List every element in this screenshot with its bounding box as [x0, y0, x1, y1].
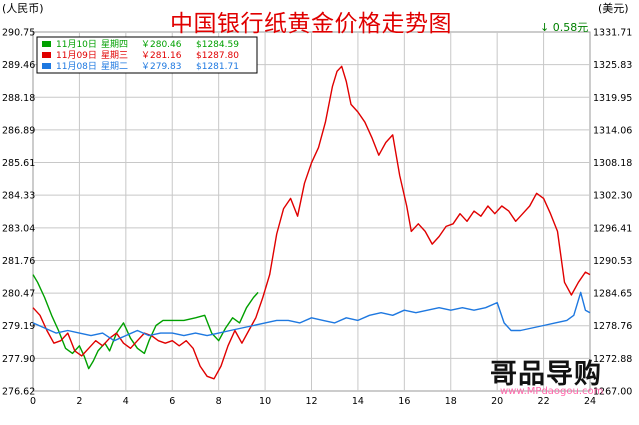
x-tick-label: 4: [123, 396, 129, 407]
chart-title: 中国银行纸黄金价格走势图: [170, 11, 452, 37]
y-tick-label-left: 276.62: [2, 387, 35, 398]
x-tick-label: 14: [352, 396, 364, 407]
y-tick-label-left: 277.90: [2, 354, 35, 365]
y-tick-label-left: 283.04: [2, 223, 35, 234]
legend: 11月10日 星期四 ￥280.46 $1284.59 11月09日 星期三 ￥281.16…: [36, 36, 258, 74]
legend-date: 11月08日: [56, 61, 97, 72]
watermark-brand: 哥品导购: [490, 359, 602, 390]
y-tick-label-left: 284.33: [2, 191, 35, 202]
y-tick-label-left: 290.75: [2, 28, 35, 39]
legend-swatch-2: [42, 52, 51, 58]
legend-box: [36, 36, 258, 74]
y-tick-label-right: 1267.00: [593, 387, 632, 398]
legend-usd: $1287.80: [196, 51, 239, 61]
series-line-1: [32, 274, 259, 370]
y-tick-label-right: 1290.53: [593, 256, 632, 267]
x-tick-label: 2: [76, 396, 82, 407]
legend-weekday: 星期四: [101, 39, 128, 50]
x-tick-label: 0: [30, 396, 36, 407]
legend-cny: ￥281.16: [141, 51, 182, 61]
y-tick-label-left: 280.47: [2, 289, 35, 300]
series-line-2: [32, 65, 591, 380]
price-change-value: 0.58元: [552, 21, 589, 34]
x-tick-label: 22: [538, 396, 550, 407]
x-tick-label: 20: [491, 396, 503, 407]
y-tick-label-right: 1331.71: [593, 28, 632, 39]
series-lines: [32, 65, 591, 380]
watermark-logo: 哥品导购 www.MPdaogou.com: [490, 352, 630, 404]
legend-date: 11月09日: [56, 50, 97, 61]
y-tick-label-left: 288.18: [2, 93, 35, 104]
y-axis-right: 1331.71 1325.83 1319.95 1314.06 1308.18 1302.…: [593, 28, 632, 398]
y-tick-label-right: 1308.18: [593, 158, 632, 169]
grid-lines: [33, 32, 590, 391]
y-tick-label-right: 1296.41: [593, 223, 632, 234]
legend-cny: ￥280.46: [141, 40, 182, 50]
y-tick-label-right: 1278.76: [593, 321, 632, 332]
y-tick-label-right: 1302.30: [593, 191, 632, 202]
x-axis: 0 2 4 6 8 10 12 14 16 18 20 22 24: [30, 396, 596, 407]
legend-weekday: 星期三: [101, 50, 128, 61]
y-tick-label-right: 1314.06: [593, 125, 632, 136]
y-tick-label-left: 285.61: [2, 158, 35, 169]
legend-weekday: 星期二: [101, 61, 128, 72]
y-tick-label-right: 1325.83: [593, 60, 632, 71]
x-tick-label: 24: [584, 396, 596, 407]
legend-usd: $1284.59: [196, 40, 239, 50]
y-tick-label-right: 1284.65: [593, 289, 632, 300]
y-tick-label-left: 279.19: [2, 321, 35, 332]
x-tick-label: 16: [398, 396, 410, 407]
y-tick-label-left: 281.76: [2, 256, 35, 267]
legend-date: 11月10日: [56, 39, 97, 50]
legend-cny: ￥279.83: [141, 62, 182, 72]
left-axis-unit: (人民币): [2, 2, 44, 15]
series-line-3: [32, 291, 591, 342]
y-axis-left: 290.75 289.46 288.18 286.89 285.61 284.33 283.…: [2, 28, 35, 398]
x-tick-label: 8: [216, 396, 222, 407]
y-tick-label-right: 1319.95: [593, 93, 632, 104]
watermark-url: www.MPdaogou.com: [500, 386, 604, 397]
down-arrow-icon: ↓: [540, 21, 550, 34]
legend-usd: $1281.71: [196, 62, 239, 72]
y-tick-label-right: 1272.88: [593, 354, 632, 365]
y-tick-label-left: 286.89: [2, 125, 35, 136]
legend-swatch-3: [42, 63, 51, 69]
x-tick-label: 10: [259, 396, 271, 407]
right-axis-unit: (美元): [598, 2, 629, 15]
x-tick-label: 18: [445, 396, 457, 407]
y-tick-label-left: 289.46: [2, 60, 35, 71]
x-tick-label: 6: [169, 396, 175, 407]
price-change: ↓ 0.58元: [540, 19, 588, 35]
legend-swatch-1: [42, 41, 51, 47]
x-tick-label: 12: [305, 396, 317, 407]
